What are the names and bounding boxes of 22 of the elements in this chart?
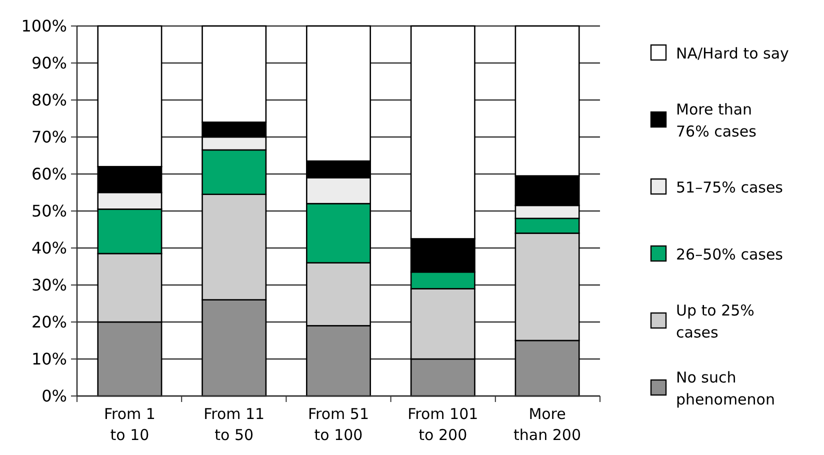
x-tick-label: From 101 to 200: [408, 405, 478, 444]
legend-label: NA/Hard to say: [676, 44, 790, 62]
legend-label: Up to 25% cases: [676, 301, 754, 342]
y-tick-label: 40%: [31, 238, 67, 258]
x-tick-label: More than 200: [514, 405, 582, 444]
y-tick-label: 90%: [31, 54, 67, 73]
legend-label: 26–50% cases: [676, 245, 784, 264]
y-tick-label: 20%: [31, 312, 67, 332]
y-tick-label: 50%: [31, 202, 67, 221]
x-tick-label: From 51 to 100: [308, 405, 370, 444]
y-tick-label: 10%: [31, 350, 67, 369]
y-tick-label: 70%: [31, 128, 67, 147]
x-tick-label: From 1 to 10: [104, 405, 156, 444]
legend-label: 51–75% cases: [676, 178, 784, 196]
y-tick-label: 80%: [31, 90, 67, 110]
y-tick-label: 100%: [21, 16, 67, 36]
x-tick-label: From 11 to 50: [204, 405, 265, 444]
legend-label: More than 76% cases: [676, 100, 757, 140]
y-tick-label: 30%: [31, 276, 67, 295]
y-tick-label: 60%: [31, 164, 67, 184]
y-tick-label: 0%: [42, 386, 67, 406]
legend-label: No such phenomenon: [676, 368, 775, 408]
